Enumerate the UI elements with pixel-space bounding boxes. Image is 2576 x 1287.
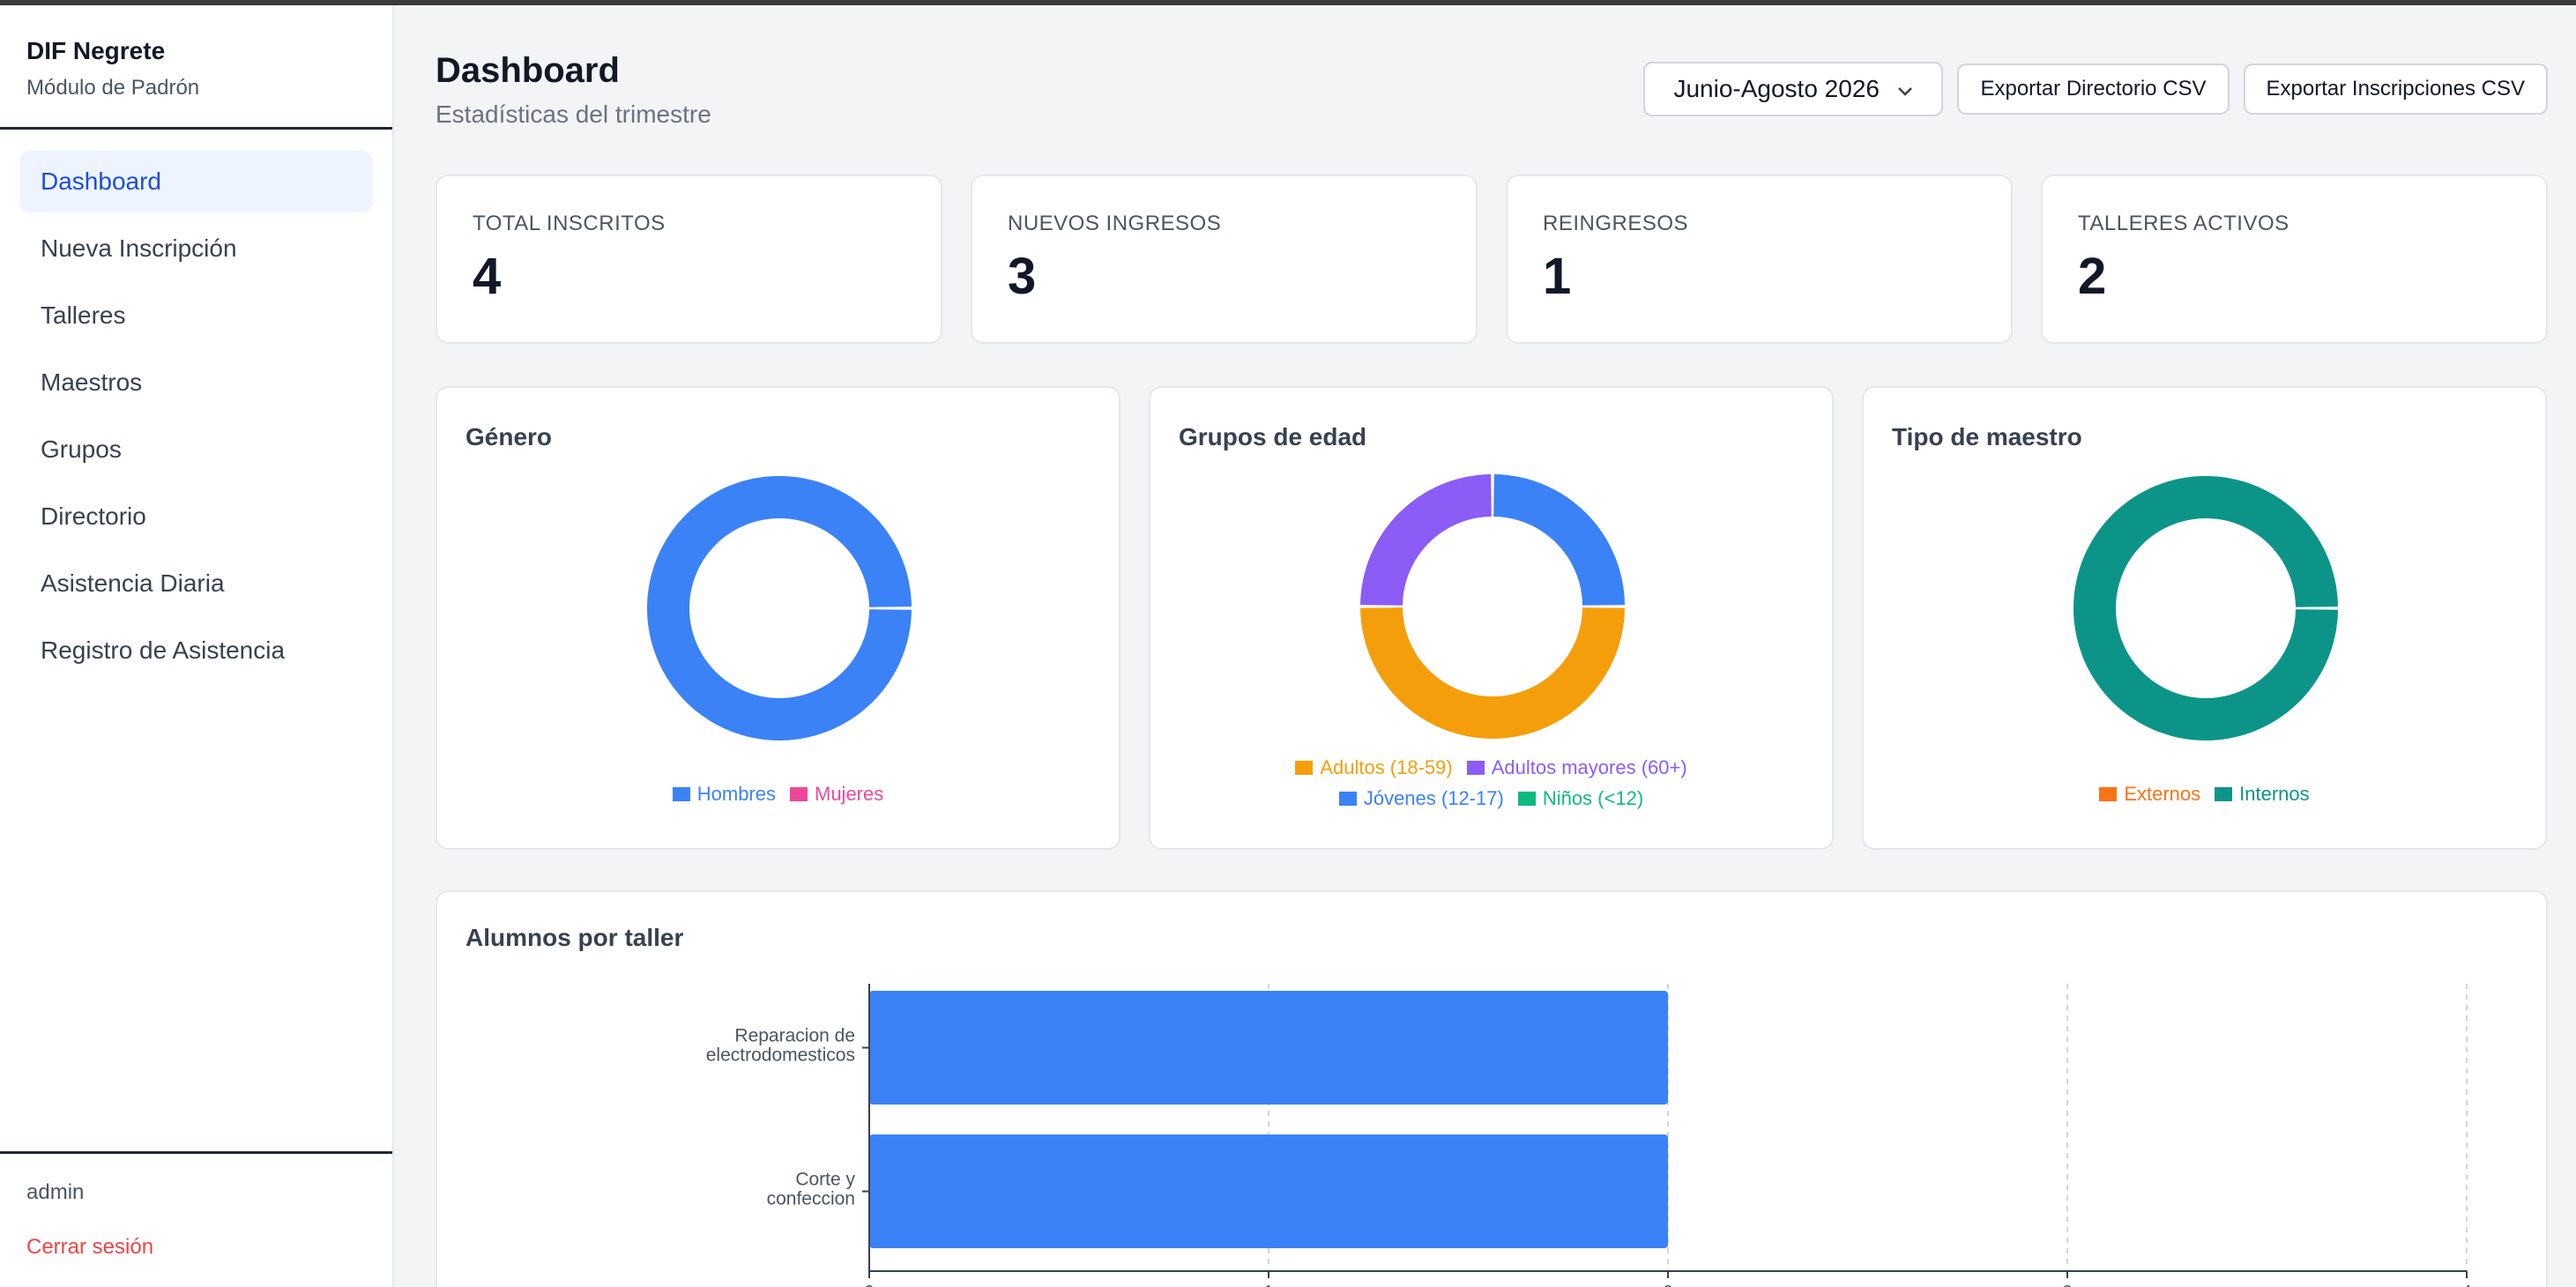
sidebar-item-dashboard[interactable]: Dashboard bbox=[19, 151, 373, 212]
brand-subtitle: Módulo de Padrón bbox=[26, 76, 200, 100]
sidebar-nav: Dashboard Nueva Inscripción Talleres Mae… bbox=[0, 130, 392, 708]
x-tick-label: 1 bbox=[1263, 1283, 1273, 1287]
teacher-type-donut-chart bbox=[2073, 476, 2338, 740]
charts-row: Género Hombres Mujeres Grupos de edad Adu… bbox=[436, 386, 2548, 850]
legend-item-ninos-12[interactable]: Niños (<12) bbox=[1517, 784, 1644, 814]
legend-label: Externos bbox=[2124, 783, 2201, 805]
chart-title: Grupos de edad bbox=[1179, 423, 1367, 450]
stat-value: 4 bbox=[473, 248, 502, 305]
sidebar-item-talleres[interactable]: Talleres bbox=[41, 301, 126, 329]
sidebar-item-registro-asistencia[interactable]: Registro de Asistencia bbox=[41, 636, 286, 664]
bar-corte-y-confeccion[interactable] bbox=[869, 1134, 1668, 1248]
donut-slice-internos bbox=[2073, 476, 2338, 740]
legend-item-internos[interactable]: Internos bbox=[2215, 783, 2310, 806]
donut-slice-adultos-18-59 bbox=[1360, 607, 1625, 739]
gender-donut-chart bbox=[647, 476, 912, 740]
export-enrollments-button[interactable]: Exportar Inscripciones CSV bbox=[2243, 63, 2548, 115]
stat-card-total-inscritos: TOTAL INSCRITOS 4 bbox=[436, 175, 942, 344]
sidebar-footer: admin Cerrar sesión bbox=[0, 1151, 392, 1287]
legend-swatch bbox=[1466, 761, 1485, 775]
donut-slice-adultos-mayores-60 bbox=[1360, 474, 1492, 606]
sidebar-item-grupos[interactable]: Grupos bbox=[41, 435, 122, 463]
sidebar-item-nueva-inscripcion[interactable]: Nueva Inscripción bbox=[41, 234, 237, 262]
gender-chart-card: Género Hombres Mujeres bbox=[436, 386, 1120, 850]
chart-title: Género bbox=[465, 423, 553, 450]
page-subtitle: Estadísticas del trimestre bbox=[436, 100, 711, 128]
chart-title: Tipo de maestro bbox=[1892, 423, 2082, 450]
stat-value: 3 bbox=[1008, 248, 1037, 305]
stat-label: REINGRESOS bbox=[1543, 212, 1689, 235]
bar-reparacion-de-electrodomesticos[interactable] bbox=[869, 991, 1668, 1105]
teacher-type-legend: Externos Internos bbox=[1864, 783, 2545, 807]
legend-swatch bbox=[2215, 787, 2233, 801]
chart-title: Alumnos por taller bbox=[465, 924, 684, 951]
gender-legend: Hombres Mujeres bbox=[437, 783, 1119, 807]
stat-label: TOTAL INSCRITOS bbox=[473, 212, 666, 235]
x-tick-label: 4 bbox=[2461, 1283, 2471, 1287]
legend-item-hombres[interactable]: Hombres bbox=[672, 783, 776, 806]
sidebar-item-asistencia-diaria[interactable]: Asistencia Diaria bbox=[41, 569, 225, 597]
teacher-type-chart-card: Tipo de maestro Externos Internos bbox=[1862, 386, 2547, 850]
stat-label: NUEVOS INGRESOS bbox=[1008, 212, 1222, 235]
legend-swatch bbox=[1295, 761, 1314, 775]
logout-link[interactable]: Cerrar sesión bbox=[26, 1235, 154, 1259]
legend-item-externos[interactable]: Externos bbox=[2099, 783, 2200, 806]
page-title: Dashboard bbox=[436, 51, 620, 90]
legend-item-adultos-mayores-60[interactable]: Adultos mayores (60+) bbox=[1466, 753, 1687, 783]
chevron-down-icon bbox=[1897, 75, 1913, 103]
legend-swatch bbox=[790, 787, 808, 801]
legend-item-jovenes-12-17[interactable]: Jóvenes (12-17) bbox=[1338, 784, 1504, 814]
x-tick-label: 3 bbox=[2062, 1283, 2072, 1287]
stat-card-talleres-activos: TALLERES ACTIVOS 2 bbox=[2041, 175, 2548, 344]
legend-swatch bbox=[1338, 792, 1357, 806]
students-per-workshop-card: Alumnos por taller Reparacion de electrod… bbox=[436, 890, 2548, 1287]
stat-value: 2 bbox=[2078, 248, 2107, 305]
legend-item-adultos-18-59[interactable]: Adultos (18-59) bbox=[1295, 753, 1453, 783]
sidebar-item-maestros[interactable]: Maestros bbox=[41, 368, 143, 396]
age-groups-donut-chart bbox=[1360, 474, 1625, 739]
donut-slice-jovenes-12-17 bbox=[1493, 474, 1625, 606]
stat-card-reingresos: REINGRESOS 1 bbox=[1506, 175, 2013, 344]
y-tick-label: confeccion bbox=[767, 1189, 855, 1209]
sidebar: DIF Negrete Módulo de Padrón Dashboard N… bbox=[0, 5, 394, 1287]
stat-label: TALLERES ACTIVOS bbox=[2078, 212, 2289, 235]
age-groups-legend: Adultos (18-59) Adultos mayores (60+) Jóve… bbox=[1150, 753, 1832, 815]
y-tick-label: Reparacion de bbox=[734, 1026, 855, 1046]
y-tick-label: Corte y bbox=[795, 1170, 855, 1190]
sidebar-brand: DIF Negrete Módulo de Padrón bbox=[0, 5, 392, 130]
y-tick-label: electrodomesticos bbox=[706, 1045, 855, 1066]
legend-swatch bbox=[672, 787, 690, 801]
legend-label: Hombres bbox=[696, 783, 776, 805]
brand-title: DIF Negrete bbox=[26, 37, 166, 64]
x-tick-label: 2 bbox=[1663, 1283, 1672, 1287]
legend-label: Niños (<12) bbox=[1542, 787, 1644, 809]
x-tick-label: 0 bbox=[864, 1283, 874, 1287]
export-directory-button[interactable]: Exportar Directorio CSV bbox=[1957, 63, 2230, 115]
legend-label: Mujeres bbox=[815, 783, 884, 805]
legend-item-mujeres[interactable]: Mujeres bbox=[790, 783, 883, 806]
legend-label: Internos bbox=[2239, 783, 2310, 805]
donut-slice-hombres bbox=[647, 476, 912, 740]
age-groups-chart-card: Grupos de edad Adultos (18-59) Adultos ma… bbox=[1149, 386, 1834, 850]
main-content: Dashboard Estadísticas del trimestre Jun… bbox=[436, 5, 2548, 1287]
window-top-border bbox=[0, 0, 2576, 5]
legend-swatch bbox=[1517, 792, 1536, 806]
period-select-value: Junio-Agosto 2026 bbox=[1673, 75, 1880, 102]
legend-label: Adultos mayores (60+) bbox=[1491, 756, 1687, 778]
stats-row: TOTAL INSCRITOS 4 NUEVOS INGRESOS 3 REIN… bbox=[436, 175, 2548, 344]
legend-label: Jóvenes (12-17) bbox=[1363, 787, 1504, 809]
current-user: admin bbox=[26, 1180, 85, 1204]
legend-label: Adultos (18-59) bbox=[1320, 756, 1453, 778]
sidebar-item-directorio[interactable]: Directorio bbox=[41, 502, 146, 530]
period-select[interactable]: Junio-Agosto 2026 bbox=[1643, 62, 1944, 116]
stat-value: 1 bbox=[1543, 248, 1572, 305]
stat-card-nuevos-ingresos: NUEVOS INGRESOS 3 bbox=[971, 175, 1478, 344]
legend-swatch bbox=[2099, 787, 2118, 801]
toolbar: Junio-Agosto 2026 Exportar Directorio CS… bbox=[1643, 62, 2548, 116]
